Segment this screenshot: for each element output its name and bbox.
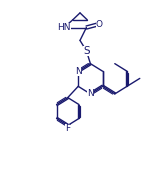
Text: N: N [75, 67, 82, 76]
Text: S: S [83, 46, 90, 56]
Text: F: F [65, 124, 70, 133]
Text: O: O [96, 20, 103, 29]
Text: N: N [87, 89, 94, 98]
Text: HN: HN [57, 23, 71, 32]
